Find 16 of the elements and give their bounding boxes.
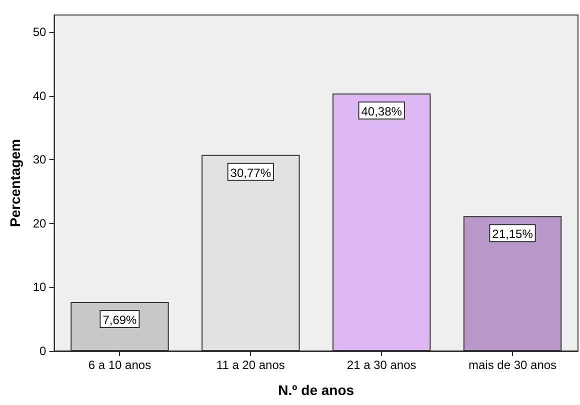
data-label: 7,69% [102,312,138,327]
y-tick-label: 20 [32,216,47,230]
x-tick-label: 6 a 10 anos [88,358,152,372]
y-tick-label: 30 [32,152,47,167]
data-label: 40,38% [361,104,402,119]
y-tick-label: 10 [32,280,47,294]
y-tick-label: 50 [32,25,47,40]
data-label: 21,15% [492,227,534,242]
x-tick-label: mais de 30 anos [468,358,557,372]
x-tick-label: 21 a 30 anos [346,358,416,372]
x-axis-title: N.º de anos [278,382,354,398]
data-label: 30,77% [230,166,272,180]
x-tick-label: 11 a 20 anos [216,358,285,372]
y-tick-label: 0 [40,344,47,358]
y-tick-label: 40 [32,88,47,103]
y-axis-title: Percentagem [7,139,23,227]
